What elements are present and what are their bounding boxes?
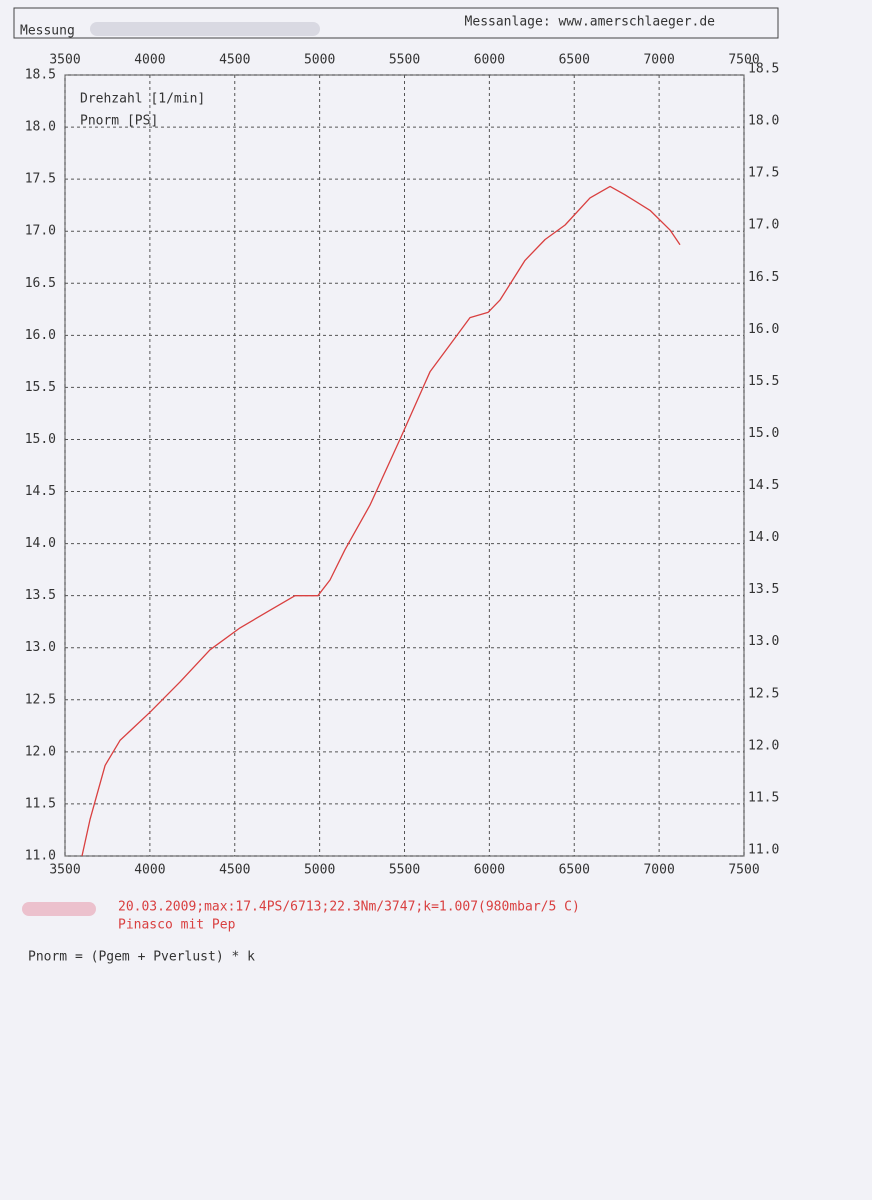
y-tick-label: 18.0 xyxy=(748,114,779,129)
x-tick-label: 4500 xyxy=(219,53,250,68)
header-box xyxy=(13,7,779,39)
y-tick-label: 15.5 xyxy=(748,374,779,389)
x-tick-label: 5500 xyxy=(389,53,420,68)
x-tick-label: 6000 xyxy=(474,863,505,878)
formula: Pnorm = (Pgem + Pverlust) * k xyxy=(28,950,255,965)
y-tick-label: 16.0 xyxy=(25,328,56,343)
x-tick-label: 4500 xyxy=(219,863,250,878)
y-tick-label: 11.5 xyxy=(25,796,56,811)
y-tick-label: 12.0 xyxy=(25,744,56,759)
x-tick-label: 6500 xyxy=(559,53,590,68)
y-tick-label: 17.0 xyxy=(748,218,779,233)
y-tick-label: 12.5 xyxy=(748,686,779,701)
x-tick-label: 5500 xyxy=(389,863,420,878)
y-tick-label: 17.5 xyxy=(25,172,56,187)
y-axis-label: Pnorm [PS] xyxy=(80,114,158,129)
y-tick-label: 11.5 xyxy=(748,790,779,805)
y-tick-label: 16.0 xyxy=(748,322,779,337)
power-curve xyxy=(81,185,681,857)
y-tick-label: 18.5 xyxy=(748,62,779,77)
x-tick-label: 4000 xyxy=(134,863,165,878)
y-tick-label: 14.0 xyxy=(25,536,56,551)
y-tick-label: 13.5 xyxy=(25,588,56,603)
y-tick-label: 12.0 xyxy=(748,738,779,753)
y-tick-label: 17.0 xyxy=(25,224,56,239)
x-tick-label: 7500 xyxy=(728,863,759,878)
y-tick-label: 14.5 xyxy=(748,478,779,493)
x-tick-label: 7000 xyxy=(643,53,674,68)
x-tick-label: 3500 xyxy=(49,53,80,68)
x-tick-label: 4000 xyxy=(134,53,165,68)
y-tick-label: 16.5 xyxy=(748,270,779,285)
y-tick-label: 18.5 xyxy=(25,68,56,83)
y-tick-label: 13.0 xyxy=(748,634,779,649)
y-tick-label: 13.5 xyxy=(748,582,779,597)
y-tick-label: 11.0 xyxy=(748,843,779,858)
x-tick-label: 6000 xyxy=(474,53,505,68)
y-tick-label: 15.0 xyxy=(25,432,56,447)
header-left: Messung xyxy=(20,24,75,39)
x-tick-label: 5000 xyxy=(304,863,335,878)
blurred-name xyxy=(22,902,96,916)
blurred-name xyxy=(90,22,320,36)
y-tick-label: 14.0 xyxy=(748,530,779,545)
y-tick-label: 15.0 xyxy=(748,426,779,441)
y-tick-label: 16.5 xyxy=(25,276,56,291)
y-tick-label: 18.0 xyxy=(25,120,56,135)
y-tick-label: 17.5 xyxy=(748,166,779,181)
y-tick-label: 14.5 xyxy=(25,484,56,499)
x-tick-label: 7500 xyxy=(728,53,759,68)
y-tick-label: 15.5 xyxy=(25,380,56,395)
y-tick-label: 13.0 xyxy=(25,640,56,655)
header-right: Messanlage: www.amerschlaeger.de xyxy=(465,15,716,30)
x-tick-label: 7000 xyxy=(643,863,674,878)
note: Pinasco mit Pep xyxy=(118,918,236,933)
x-tick-label: 3500 xyxy=(49,863,80,878)
y-tick-label: 12.5 xyxy=(25,692,56,707)
x-axis-label: Drehzahl [1/min] xyxy=(80,92,205,107)
x-tick-label: 5000 xyxy=(304,53,335,68)
x-tick-label: 6500 xyxy=(559,863,590,878)
note: 20.03.2009;max:17.4PS/6713;22.3Nm/3747;k… xyxy=(118,900,580,915)
y-tick-label: 11.0 xyxy=(25,849,56,864)
